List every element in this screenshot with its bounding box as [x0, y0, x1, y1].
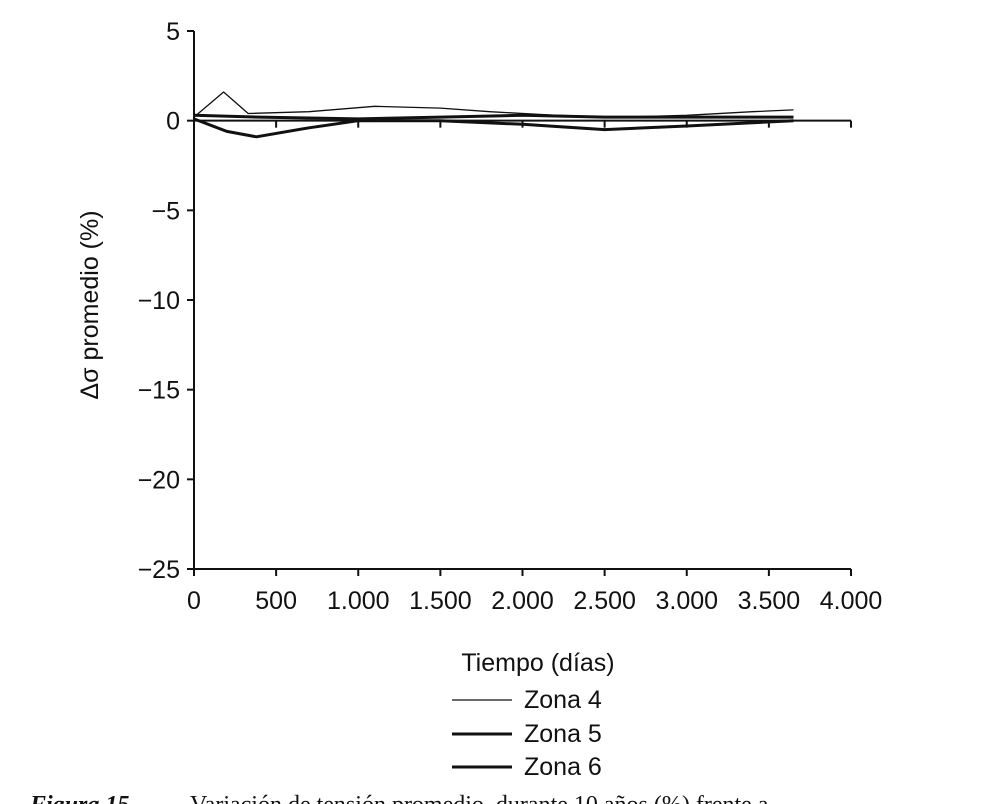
legend-label: Zona 4	[524, 686, 602, 714]
x-axis-ticks: 0 500 1.000 1.500 2.000 2.500 3.000 3.500 4.000	[187, 120, 883, 615]
figure-caption: Figura 15. Variación de tensión promedio…	[29, 792, 769, 804]
series-line-1	[193, 91, 794, 118]
x-tick-label: 4.000	[820, 587, 883, 615]
legend: Zona 4 Zona 5 Zona 6	[452, 686, 602, 781]
series-layer	[193, 91, 794, 139]
x-tick-label: 0	[187, 587, 201, 615]
series-line-3	[193, 113, 794, 121]
x-tick-label: 500	[255, 587, 297, 615]
y-tick-label: −25	[138, 556, 180, 584]
y-axis-title: Δσ promedio (%)	[76, 210, 104, 399]
y-tick-label: −5	[151, 197, 180, 225]
y-tick-label: 5	[166, 18, 180, 46]
y-axis-ticks: 5 0 −5 −10 −15 −20 −25	[138, 18, 194, 584]
caption-text: Variación de tensión promedio, durante 1…	[190, 792, 769, 804]
series-line-2	[193, 117, 794, 139]
y-tick-label: −10	[138, 287, 180, 315]
x-tick-label: 3.000	[655, 587, 718, 615]
y-tick-label: 0	[166, 108, 180, 136]
y-tick-label: −15	[138, 377, 180, 405]
x-tick-label: 1.000	[327, 587, 390, 615]
legend-label: Zona 5	[524, 720, 602, 748]
x-tick-label: 2.500	[573, 587, 636, 615]
x-tick-label: 2.000	[491, 587, 554, 615]
legend-label: Zona 6	[524, 753, 602, 781]
caption-label: Figura 15.	[29, 792, 135, 804]
x-tick-label: 3.500	[738, 587, 801, 615]
x-axis-title: Tiempo (días)	[461, 649, 614, 677]
x-tick-label: 1.500	[409, 587, 472, 615]
y-tick-label: −20	[138, 466, 180, 494]
